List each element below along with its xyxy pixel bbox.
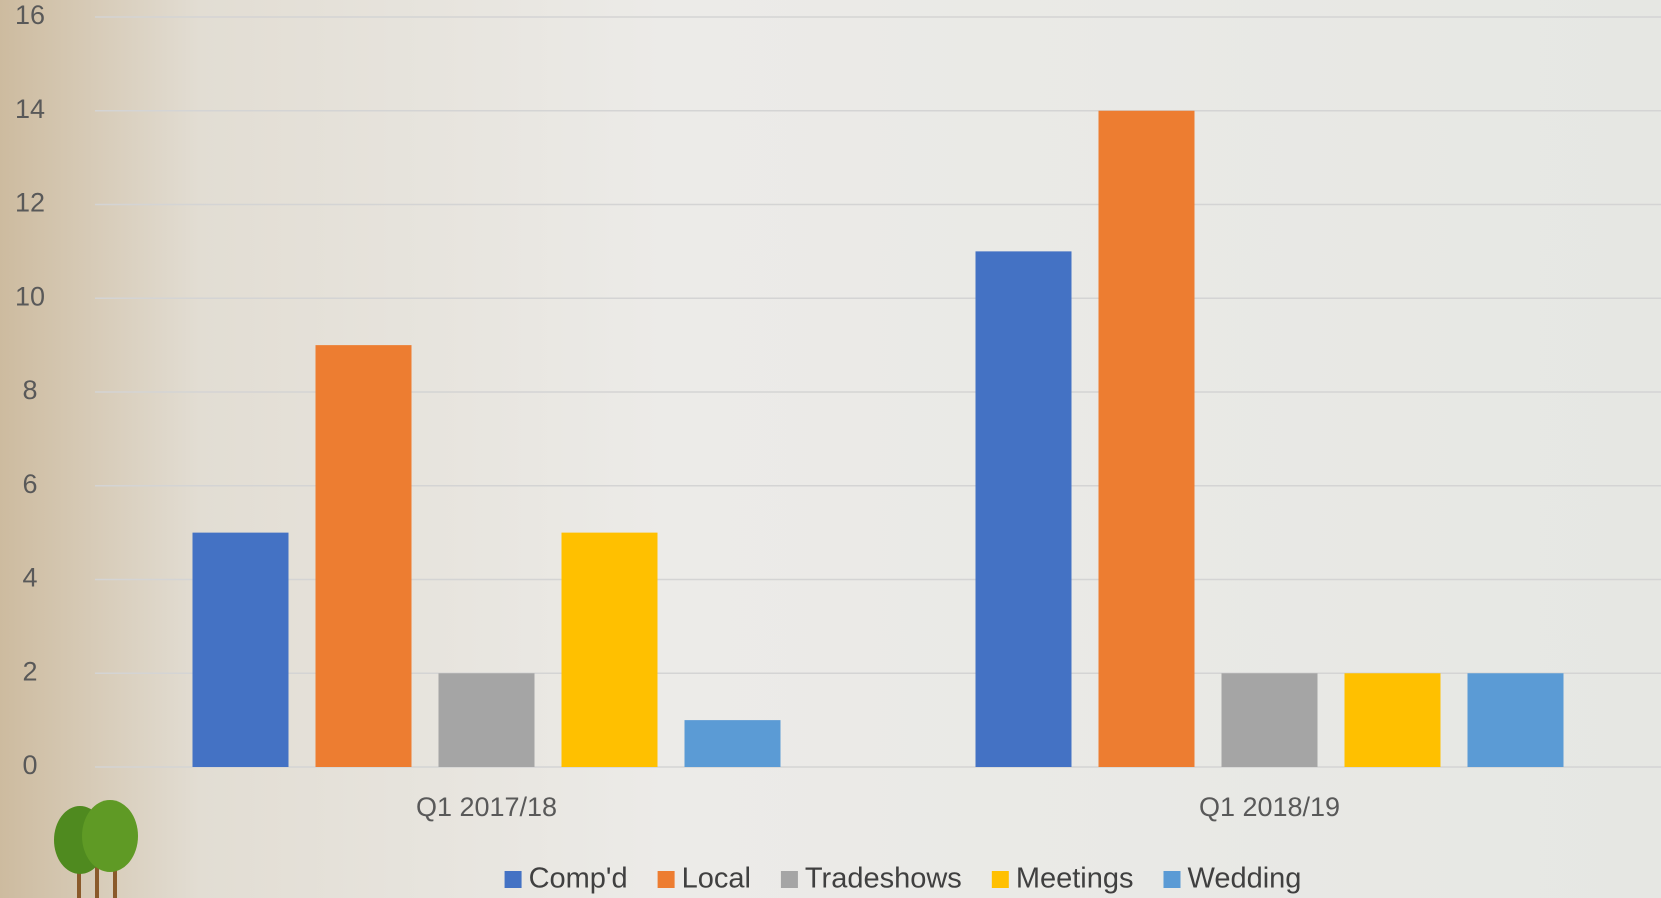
- bar: [1344, 673, 1441, 767]
- legend-swatch: [991, 871, 1009, 888]
- legend-label: Local: [682, 863, 751, 895]
- legend-swatch: [1163, 871, 1181, 888]
- bar: [192, 532, 289, 767]
- y-tick-label: 6: [22, 469, 37, 499]
- y-tick-label: 14: [15, 94, 45, 124]
- bar: [561, 532, 658, 767]
- y-tick-label: 0: [22, 750, 37, 780]
- y-tick-label: 4: [22, 563, 37, 593]
- legend-label: Tradeshows: [805, 863, 962, 895]
- bar: [684, 720, 781, 767]
- legend-swatch: [780, 871, 798, 888]
- legend-label: Comp'd: [529, 863, 628, 895]
- y-tick-label: 2: [22, 656, 37, 686]
- y-tick-label: 12: [15, 188, 45, 218]
- legend-label: Meetings: [1016, 863, 1134, 895]
- y-tick-label: 8: [22, 375, 37, 405]
- legend-swatch: [657, 871, 675, 888]
- bar: [1098, 110, 1195, 767]
- bar: [438, 673, 535, 767]
- bar: [975, 251, 1072, 767]
- x-tick-label: Q1 2017/18: [416, 792, 557, 822]
- bar: [1221, 673, 1318, 767]
- legend-swatch: [504, 871, 522, 888]
- bar: [1467, 673, 1564, 767]
- y-tick-label: 10: [15, 281, 45, 311]
- bar: [315, 345, 412, 767]
- x-tick-label: Q1 2018/19: [1199, 792, 1340, 822]
- tree-logo: [54, 800, 138, 898]
- legend-label: Wedding: [1187, 863, 1301, 895]
- y-tick-label: 16: [15, 0, 45, 30]
